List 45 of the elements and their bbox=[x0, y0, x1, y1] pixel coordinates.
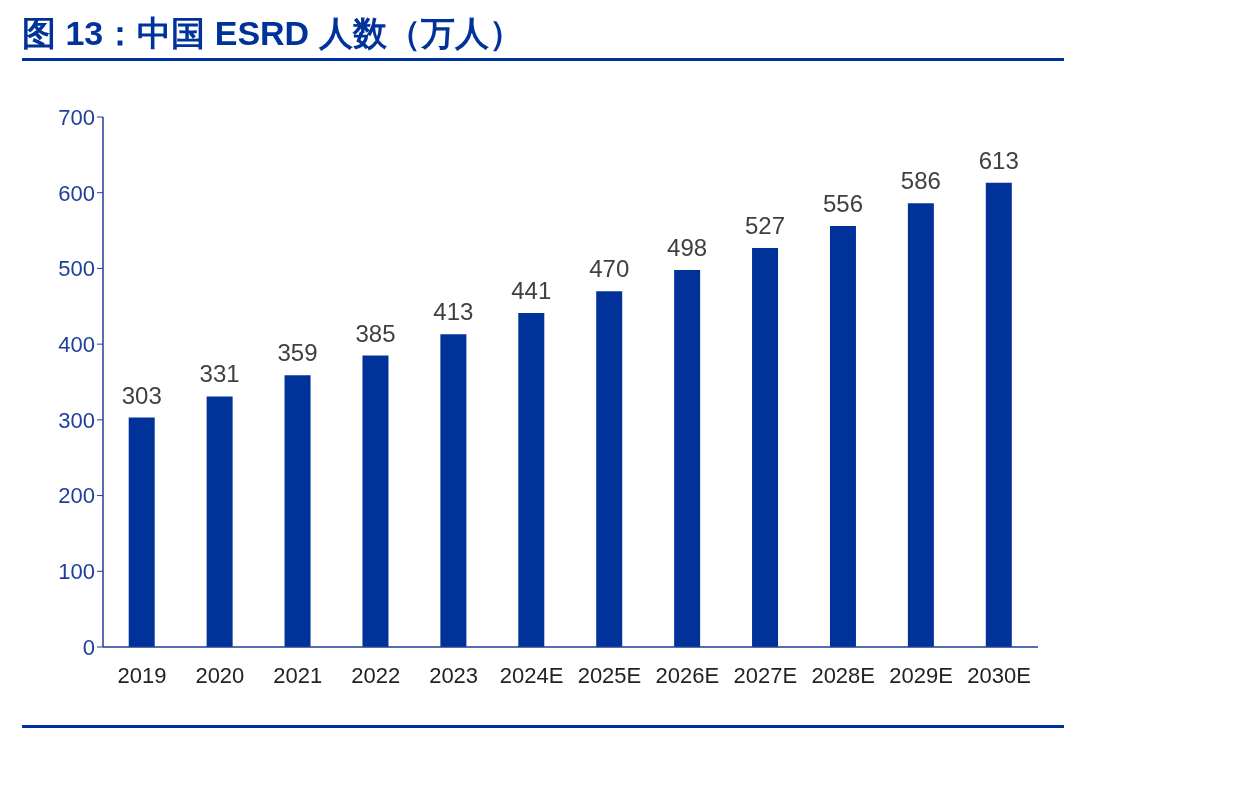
data-label: 498 bbox=[667, 233, 708, 261]
bar bbox=[674, 269, 701, 647]
x-tick-label: 2024E bbox=[499, 662, 564, 688]
bar bbox=[752, 247, 779, 647]
data-label: 470 bbox=[589, 255, 630, 283]
x-tick-label: 2019 bbox=[117, 662, 167, 688]
x-tick-label: 2021 bbox=[273, 662, 323, 688]
x-tick-label: 2026E bbox=[655, 662, 720, 688]
bar bbox=[985, 182, 1012, 647]
x-tick-label: 2029E bbox=[889, 662, 953, 688]
bar bbox=[128, 417, 155, 647]
y-tick-label: 100 bbox=[58, 559, 95, 585]
bar bbox=[362, 355, 389, 647]
y-tick-label: 400 bbox=[58, 331, 95, 357]
bar bbox=[596, 291, 623, 647]
y-tick-label: 500 bbox=[58, 256, 95, 282]
x-tick-label: 2027E bbox=[733, 662, 798, 688]
bar bbox=[907, 203, 934, 647]
y-tick-label: 200 bbox=[58, 483, 95, 509]
data-label: 331 bbox=[199, 360, 240, 388]
x-tick-label: 2030E bbox=[967, 662, 1031, 688]
bar bbox=[518, 313, 545, 647]
data-label: 385 bbox=[355, 319, 396, 347]
data-label: 586 bbox=[900, 167, 941, 195]
bar bbox=[440, 334, 467, 647]
data-label: 613 bbox=[978, 146, 1019, 174]
data-label: 556 bbox=[822, 190, 863, 218]
x-tick-label: 2023 bbox=[429, 662, 479, 688]
data-label: 441 bbox=[511, 277, 552, 305]
data-label: 303 bbox=[121, 381, 162, 409]
y-tick-label: 0 bbox=[82, 634, 95, 660]
data-label: 359 bbox=[277, 339, 318, 367]
x-tick-label: 2028E bbox=[811, 662, 876, 688]
y-tick-label: 600 bbox=[58, 180, 95, 206]
bar bbox=[829, 226, 856, 647]
x-tick-label: 2020 bbox=[195, 662, 245, 688]
bar bbox=[284, 375, 311, 647]
y-tick-label: 300 bbox=[58, 407, 95, 433]
chart-title: 图 13：中国 ESRD 人数（万人） bbox=[21, 13, 524, 54]
y-tick-label: 700 bbox=[58, 104, 95, 130]
data-label: 527 bbox=[745, 211, 786, 239]
x-tick-label: 2025E bbox=[577, 662, 642, 688]
bar bbox=[206, 396, 233, 647]
data-label: 413 bbox=[433, 298, 474, 326]
x-tick-label: 2022 bbox=[351, 662, 401, 688]
